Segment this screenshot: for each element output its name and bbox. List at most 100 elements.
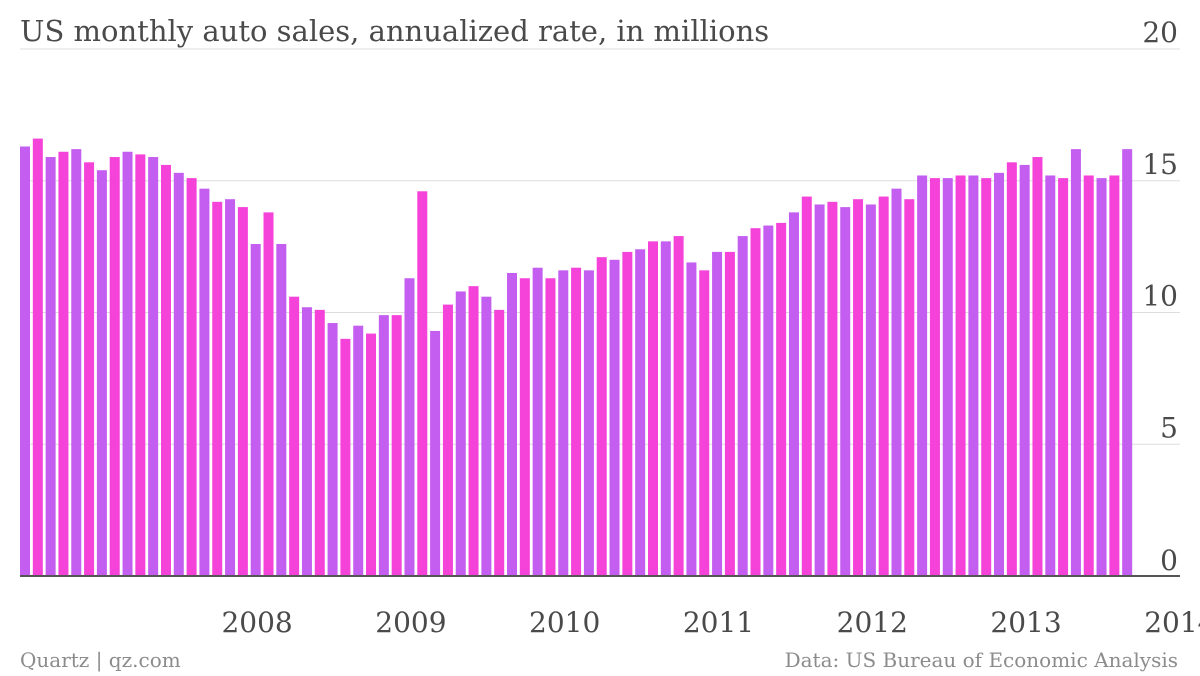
x-tick-label: 2008 [221,606,292,639]
bar [289,296,300,576]
bar [660,241,671,577]
bar [763,225,774,577]
source-text: Data: US Bureau of Economic Analysis [785,648,1178,672]
bar [58,151,69,576]
bar [20,146,30,577]
bar [737,236,748,576]
bar [673,236,684,576]
bar [96,170,107,576]
bar [609,259,620,576]
bar [468,286,479,576]
bar [827,201,838,576]
bar [814,204,825,576]
bar [212,201,223,576]
bar [942,178,953,576]
bar [1083,175,1094,577]
bar [955,175,966,577]
bar [968,175,979,577]
y-tick-label: 0 [1160,544,1178,577]
bar [250,243,261,577]
bar [545,278,556,576]
bar [481,296,492,576]
x-tick-label: 2010 [529,606,600,639]
bar [1019,164,1030,576]
bar [583,270,594,576]
bar [558,270,569,576]
bar [109,157,120,576]
bar [148,157,159,576]
bar [712,251,723,576]
bar [1006,162,1017,576]
bar [788,212,799,576]
bar [917,175,928,577]
bar [1109,175,1120,577]
x-tick-label: 2009 [375,606,446,639]
bar [263,212,274,576]
bar [647,241,658,577]
bar [571,267,582,576]
bar [776,222,787,576]
bar [1096,178,1107,576]
x-tick-label: 2014 [1144,606,1200,639]
bar [635,249,646,576]
bar [596,257,607,576]
y-tick-label: 20 [1142,16,1178,49]
bar [276,243,287,577]
bar [904,199,915,576]
bar [1058,178,1069,576]
bar [853,199,864,576]
credit-text: Quartz | qz.com [20,648,181,673]
x-tick-label: 2013 [990,606,1061,639]
bar [519,278,530,576]
bar [314,309,325,576]
bar [865,204,876,576]
bar [173,172,184,576]
bar [750,228,761,576]
bar [1045,175,1056,577]
bar [32,138,43,576]
bar [122,151,133,576]
bar [981,178,992,576]
x-axis: 2008 2009 2010 2011 2012 2013 2014 [221,606,1200,639]
bar [891,188,902,576]
bar [353,325,364,576]
bar [417,191,428,577]
bar [1122,149,1133,576]
bar [1032,157,1043,576]
bar [135,154,146,576]
bar [84,162,95,576]
bar [840,207,851,576]
y-axis: 0 5 10 15 20 [1142,16,1178,577]
y-tick-label: 15 [1142,148,1178,181]
bar [801,196,812,576]
bar [430,330,441,576]
bar [366,333,377,576]
bar [878,196,889,576]
x-tick-label: 2011 [683,606,754,639]
bar [160,164,171,576]
bar [622,251,633,576]
bar [455,291,466,576]
bar [724,251,735,576]
bar [186,178,197,576]
bar [699,270,710,576]
bar [71,149,82,576]
bar [442,304,453,576]
bar [929,178,940,576]
bar [340,338,351,576]
bar [686,262,697,576]
chart-title: US monthly auto sales, annualized rate, … [20,14,769,48]
bar [378,315,389,576]
bar [199,188,210,576]
y-tick-label: 10 [1142,280,1178,313]
bar [1070,149,1081,576]
bar [494,309,505,576]
bar [237,207,248,576]
bars [20,138,1133,577]
bar [404,278,415,576]
bar [301,307,312,576]
bar [225,199,236,576]
y-tick-label: 5 [1160,411,1178,444]
bar [994,172,1005,576]
bar [532,267,543,576]
